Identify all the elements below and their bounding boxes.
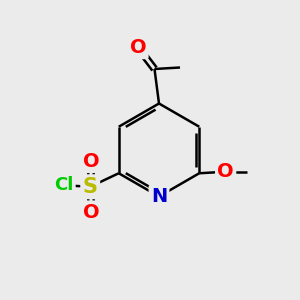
- Text: O: O: [83, 152, 100, 171]
- Text: N: N: [151, 187, 167, 206]
- Text: O: O: [83, 203, 100, 222]
- Text: S: S: [83, 177, 98, 197]
- Text: Cl: Cl: [54, 176, 74, 194]
- Text: O: O: [130, 38, 146, 57]
- Text: O: O: [218, 162, 234, 181]
